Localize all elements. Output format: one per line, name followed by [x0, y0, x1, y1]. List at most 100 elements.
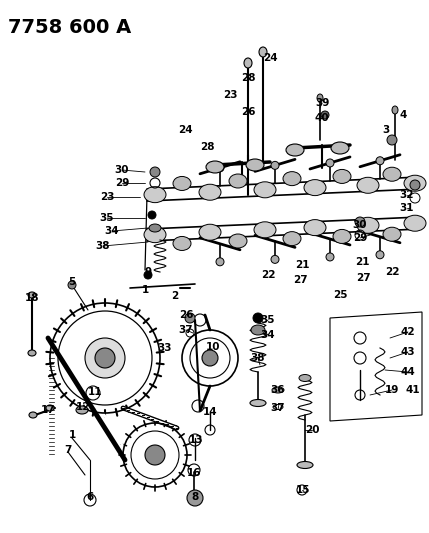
Text: 18: 18 — [25, 293, 39, 303]
Circle shape — [410, 180, 420, 190]
Text: 34: 34 — [261, 330, 275, 340]
Circle shape — [376, 157, 384, 165]
Text: 10: 10 — [206, 342, 220, 352]
Ellipse shape — [173, 237, 191, 251]
Text: 14: 14 — [202, 407, 218, 417]
Ellipse shape — [244, 58, 252, 68]
Text: 15: 15 — [296, 485, 310, 495]
Text: 30: 30 — [353, 220, 367, 230]
Ellipse shape — [199, 224, 221, 240]
Ellipse shape — [173, 176, 191, 190]
Text: 39: 39 — [315, 98, 329, 108]
Circle shape — [326, 253, 334, 261]
Text: 16: 16 — [187, 468, 201, 478]
Text: 9: 9 — [145, 267, 151, 277]
Ellipse shape — [206, 161, 224, 173]
Ellipse shape — [304, 220, 326, 236]
Ellipse shape — [272, 387, 284, 393]
Text: 11: 11 — [88, 387, 102, 397]
Text: 5: 5 — [68, 277, 76, 287]
Ellipse shape — [149, 224, 161, 232]
Ellipse shape — [297, 462, 313, 469]
Text: 17: 17 — [41, 405, 55, 415]
Text: 37: 37 — [179, 325, 193, 335]
Circle shape — [202, 350, 218, 366]
Circle shape — [271, 161, 279, 169]
Ellipse shape — [229, 174, 247, 188]
Text: 37: 37 — [271, 403, 285, 413]
Text: 25: 25 — [333, 290, 347, 300]
Text: 3: 3 — [382, 125, 390, 135]
Text: 43: 43 — [401, 347, 415, 357]
Text: 13: 13 — [189, 435, 203, 445]
Text: 21: 21 — [295, 260, 309, 270]
Ellipse shape — [304, 180, 326, 196]
Text: 7758 600 A: 7758 600 A — [8, 18, 131, 37]
Ellipse shape — [283, 172, 301, 185]
Text: 1: 1 — [68, 430, 76, 440]
Text: 26: 26 — [179, 310, 193, 320]
Circle shape — [85, 338, 125, 378]
Ellipse shape — [254, 182, 276, 198]
Ellipse shape — [317, 94, 323, 102]
Text: 29: 29 — [353, 233, 367, 243]
Ellipse shape — [259, 47, 267, 57]
Text: 26: 26 — [241, 107, 255, 117]
Circle shape — [68, 281, 76, 289]
Ellipse shape — [299, 375, 311, 382]
Circle shape — [326, 159, 334, 167]
Text: 4: 4 — [399, 110, 407, 120]
Text: 6: 6 — [86, 492, 94, 502]
Ellipse shape — [383, 167, 401, 181]
Text: 27: 27 — [356, 273, 370, 283]
Circle shape — [95, 348, 115, 368]
Ellipse shape — [392, 106, 398, 114]
Ellipse shape — [76, 406, 88, 414]
Text: 24: 24 — [263, 53, 277, 63]
Text: 1: 1 — [142, 285, 148, 295]
Circle shape — [253, 313, 263, 323]
Ellipse shape — [251, 325, 265, 335]
Ellipse shape — [283, 232, 301, 246]
Text: 31: 31 — [400, 203, 414, 213]
Text: 23: 23 — [100, 192, 114, 202]
Text: 2: 2 — [171, 291, 178, 301]
Circle shape — [144, 271, 152, 279]
Ellipse shape — [144, 227, 166, 243]
Circle shape — [216, 164, 224, 172]
Ellipse shape — [357, 217, 379, 233]
Circle shape — [148, 211, 156, 219]
Ellipse shape — [333, 229, 351, 244]
Ellipse shape — [28, 350, 36, 356]
Ellipse shape — [199, 184, 221, 200]
Text: 24: 24 — [178, 125, 192, 135]
Text: 7: 7 — [64, 445, 72, 455]
Circle shape — [185, 313, 195, 323]
Circle shape — [321, 111, 329, 119]
Text: 34: 34 — [105, 226, 119, 236]
Ellipse shape — [331, 142, 349, 154]
Text: 28: 28 — [241, 73, 255, 83]
Circle shape — [376, 251, 384, 259]
Circle shape — [150, 167, 160, 177]
Ellipse shape — [383, 227, 401, 241]
Text: 35: 35 — [261, 315, 275, 325]
Text: 29: 29 — [115, 178, 129, 188]
Text: 40: 40 — [315, 113, 329, 123]
Circle shape — [387, 135, 397, 145]
Ellipse shape — [28, 292, 36, 298]
Text: 12: 12 — [76, 402, 90, 412]
Text: 38: 38 — [251, 353, 265, 363]
Ellipse shape — [229, 234, 247, 248]
Text: 20: 20 — [305, 425, 319, 435]
Text: 23: 23 — [223, 90, 237, 100]
Text: 8: 8 — [191, 492, 199, 502]
Text: 32: 32 — [400, 190, 414, 200]
Text: 22: 22 — [261, 270, 275, 280]
Text: 35: 35 — [100, 213, 114, 223]
Text: 22: 22 — [385, 267, 399, 277]
Text: 42: 42 — [401, 327, 415, 337]
Text: 33: 33 — [158, 343, 172, 353]
Text: 27: 27 — [293, 275, 307, 285]
Text: 30: 30 — [115, 165, 129, 175]
